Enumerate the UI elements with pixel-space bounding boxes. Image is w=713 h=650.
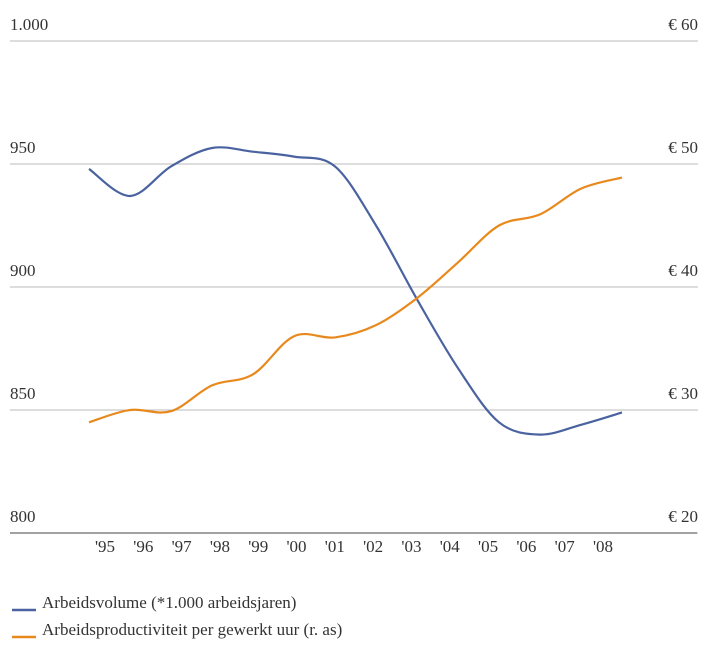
legend-label: Arbeidsproductiviteit per gewerkt uur (r… <box>42 620 342 639</box>
series-line <box>88 146 623 436</box>
y2-tick-label: € 30 <box>668 384 698 403</box>
x-tick-label: '00 <box>286 537 306 556</box>
x-tick-label: '02 <box>363 537 383 556</box>
x-tick-label: '08 <box>593 537 613 556</box>
x-tick-label: '95 <box>95 537 115 556</box>
y2-tick-label: € 60 <box>668 15 698 34</box>
y-tick-label: 850 <box>10 384 36 403</box>
x-tick-label: '97 <box>172 537 193 556</box>
legend-label: Arbeidsvolume (*1.000 arbeidsjaren) <box>42 593 296 612</box>
y-tick-label: 800 <box>10 507 36 526</box>
y2-tick-label: € 40 <box>668 261 698 280</box>
x-tick-label: '05 <box>478 537 498 556</box>
y-tick-label: 1.000 <box>10 15 48 34</box>
x-tick-label: '98 <box>210 537 230 556</box>
x-tick-label: '04 <box>440 537 461 556</box>
y2-tick-label: € 20 <box>668 507 698 526</box>
x-tick-label: '06 <box>516 537 536 556</box>
x-tick-label: '03 <box>401 537 421 556</box>
series-line <box>88 176 623 424</box>
x-tick-label: '96 <box>133 537 153 556</box>
x-tick-label: '01 <box>325 537 345 556</box>
y2-tick-label: € 50 <box>668 138 698 157</box>
x-tick-label: '07 <box>555 537 576 556</box>
y-tick-label: 900 <box>10 261 36 280</box>
y-tick-label: 950 <box>10 138 36 157</box>
x-tick-label: '99 <box>248 537 268 556</box>
